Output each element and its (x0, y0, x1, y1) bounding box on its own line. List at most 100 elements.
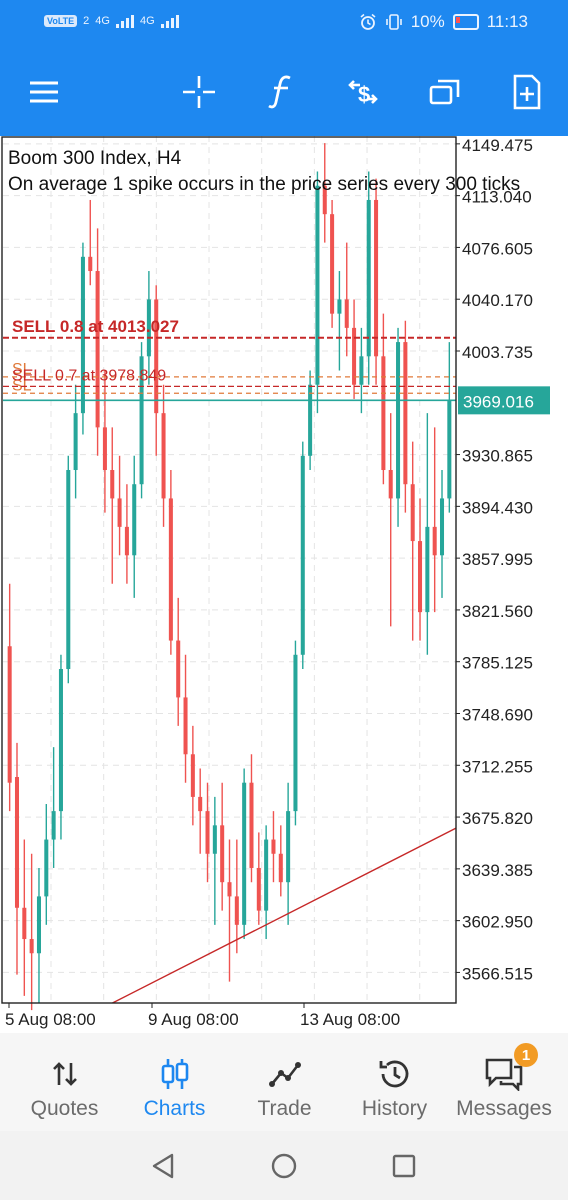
y-tick-label: 3821.560 (462, 602, 533, 621)
windows-button[interactable] (420, 64, 470, 120)
order-label: SELL 0.7 at 3978.849 (12, 367, 166, 384)
current-price-label: 3969.016 (463, 392, 534, 411)
vibrate-icon (385, 14, 402, 30)
candle-body (29, 939, 34, 954)
candle-body (293, 654, 298, 812)
y-tick-label: 3930.865 (462, 447, 533, 466)
candle-body (66, 470, 71, 669)
quotes-arrows-icon (52, 1062, 77, 1086)
network-type-2: 4G (139, 15, 155, 27)
charts-candles-icon (161, 1059, 188, 1089)
nav-history[interactable]: History (338, 1033, 451, 1131)
candle-body (102, 427, 107, 471)
bottom-navigation: Quotes Charts Trade History 1 Messages (0, 1033, 568, 1131)
candle-body (205, 811, 210, 854)
y-tick-label: 3748.690 (462, 705, 533, 724)
y-tick-label: 4003.735 (462, 343, 533, 362)
candle-body (403, 342, 408, 485)
battery-icon (452, 14, 479, 30)
y-tick-label: 3675.820 (462, 809, 533, 828)
candle-body (337, 299, 342, 314)
candle-body (366, 199, 371, 357)
messages-chat-icon (485, 1058, 523, 1091)
recents-square-icon (392, 1154, 416, 1178)
current-price-tag (458, 386, 550, 415)
toolbar: $ (0, 48, 568, 136)
candle-body (139, 356, 144, 485)
new-order-button[interactable] (502, 64, 552, 120)
candle-body (220, 825, 225, 883)
system-navigation-bar (0, 1131, 568, 1200)
y-tick-label: 4149.475 (462, 136, 533, 155)
candle-body (198, 796, 203, 812)
crosshair-icon (183, 76, 215, 108)
nav-quotes[interactable]: Quotes (8, 1033, 121, 1131)
candle-body (22, 907, 27, 940)
candle-body (88, 256, 93, 272)
clock: 11:13 (486, 12, 528, 31)
y-tick-label: 3785.125 (462, 654, 533, 673)
chart-symbol-description: On average 1 spike occurs in the price s… (8, 174, 521, 195)
chart-area[interactable]: 4149.475 4113.040 4076.605 4040.170 4003.735… (0, 136, 568, 1033)
candle-body (146, 299, 151, 357)
network-type-1: 4G (95, 15, 110, 27)
svg-text:$: $ (358, 82, 370, 107)
y-tick-label: 4076.605 (462, 239, 533, 258)
battery-percent: 10% (410, 12, 445, 31)
candle-body (7, 646, 12, 783)
status-left: VoLTE 2 4G 4G (44, 14, 179, 28)
candle-body (396, 342, 401, 499)
candle-body (264, 839, 269, 911)
nav-charts-label: Charts (143, 1097, 206, 1120)
function-icon (268, 75, 291, 109)
candle-body (234, 896, 239, 925)
candle-body (352, 327, 357, 385)
nav-charts[interactable]: Charts (118, 1033, 231, 1131)
nav-quotes-label: Quotes (30, 1097, 99, 1120)
candle-body (374, 199, 379, 357)
status-bar: VoLTE 2 4G 4G 10% 11:13 (0, 0, 568, 48)
nav-trade[interactable]: Trade (228, 1033, 341, 1131)
candle-body (51, 811, 56, 840)
candle-body (190, 754, 195, 797)
candle-body (132, 484, 137, 556)
trade-dollar-icon: $ (348, 80, 378, 107)
candle-body (286, 811, 291, 883)
candle-body (278, 853, 283, 883)
nav-messages[interactable]: 1 Messages (448, 1033, 560, 1131)
back-button[interactable] (146, 1149, 180, 1183)
candle-body (322, 185, 327, 215)
candle-body (117, 498, 122, 527)
candle-body (212, 825, 217, 854)
menu-icon (30, 81, 58, 103)
candle-body (359, 356, 364, 385)
candle-body (176, 640, 181, 698)
order-label: SELL 0.8 at 4013.027 (12, 317, 179, 336)
recents-button[interactable] (387, 1149, 421, 1183)
candle-body (330, 214, 335, 314)
home-button[interactable] (267, 1149, 301, 1183)
x-tick-label: 13 Aug 08:00 (300, 1010, 400, 1029)
candle-body (227, 882, 232, 897)
menu-button[interactable] (19, 64, 69, 120)
trade-button[interactable]: $ (338, 64, 388, 120)
x-tick-label: 5 Aug 08:00 (5, 1010, 96, 1029)
y-tick-label: 3602.950 (462, 913, 533, 932)
indicators-button[interactable] (256, 64, 306, 120)
chart-symbol-title: Boom 300 Index, H4 (8, 148, 182, 169)
candle-body (439, 498, 445, 556)
candle-body (242, 782, 247, 925)
candle-body (388, 470, 393, 499)
y-tick-label: 3712.255 (462, 757, 533, 776)
trendline (112, 827, 457, 1004)
signal-icon-2 (160, 14, 179, 28)
candle-body (154, 299, 159, 414)
price-chart[interactable]: 4149.475 4113.040 4076.605 4040.170 4003.735… (0, 136, 568, 1033)
chart-info: Boom 300 Index, H4 On average 1 spike oc… (8, 146, 548, 198)
candle-body (80, 256, 85, 414)
crosshair-button[interactable] (174, 64, 224, 120)
volte-badge: VoLTE (44, 15, 78, 27)
candle-body (124, 526, 129, 556)
candle-body (418, 541, 423, 613)
plot-frame (1, 136, 457, 1004)
